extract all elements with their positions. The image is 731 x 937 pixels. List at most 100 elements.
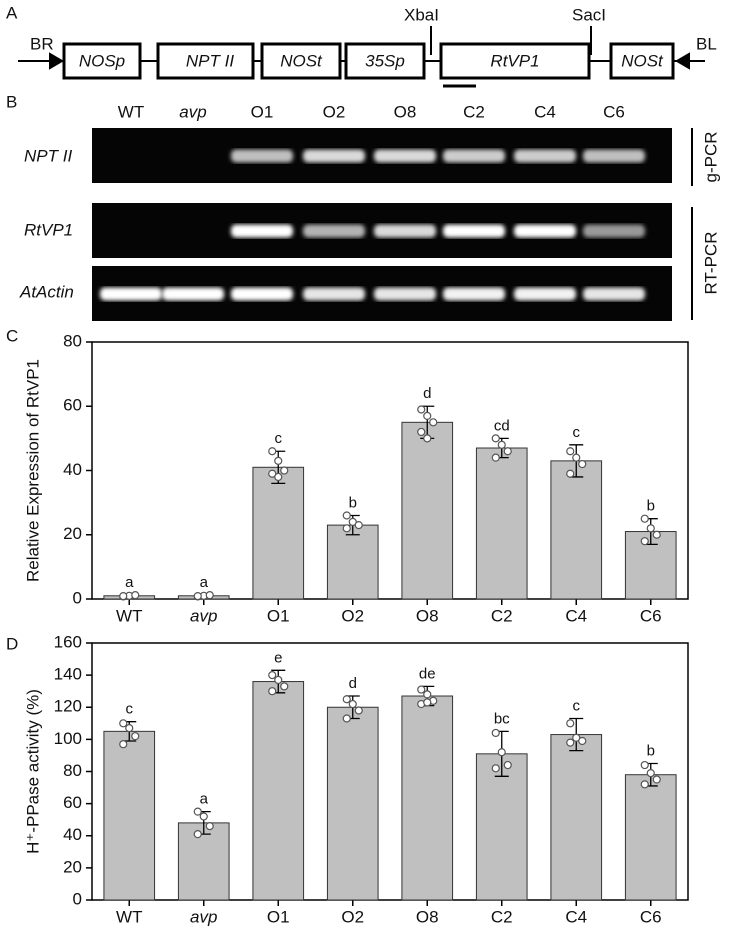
data-point bbox=[423, 411, 432, 420]
significance-letter: b bbox=[647, 498, 655, 515]
y-tick-label: 20 bbox=[63, 524, 82, 543]
data-point bbox=[423, 690, 432, 699]
data-point bbox=[342, 714, 351, 723]
data-point bbox=[193, 592, 202, 601]
x-tick-label: O1 bbox=[267, 606, 290, 625]
x-tick-label: O1 bbox=[267, 907, 290, 926]
element-box bbox=[609, 42, 675, 80]
data-point bbox=[578, 736, 587, 746]
gel-band bbox=[100, 287, 162, 301]
gel-band bbox=[231, 224, 293, 238]
element-label: 35Sp bbox=[365, 51, 405, 70]
data-point bbox=[205, 822, 214, 831]
data-point bbox=[491, 453, 500, 462]
bar bbox=[103, 730, 156, 901]
significance-letter: b bbox=[647, 742, 655, 759]
data-point bbox=[503, 760, 512, 770]
panel-label: D bbox=[6, 634, 18, 653]
gel-band bbox=[303, 224, 365, 238]
data-point bbox=[417, 405, 426, 414]
bar bbox=[177, 822, 230, 901]
data-point bbox=[417, 427, 426, 437]
data-point bbox=[652, 530, 661, 539]
panel-label: C bbox=[6, 326, 18, 345]
gel-band bbox=[443, 224, 505, 238]
data-point bbox=[131, 732, 140, 741]
site-label: XbaI bbox=[404, 5, 439, 24]
gel-band bbox=[374, 224, 436, 238]
significance-letter: c bbox=[573, 424, 581, 441]
x-tick-label: avp bbox=[190, 907, 217, 926]
gel-band bbox=[374, 149, 436, 163]
element-label: NOSt bbox=[621, 51, 664, 70]
data-point bbox=[491, 728, 500, 738]
data-point bbox=[429, 418, 438, 427]
gel-row-label: NPT II bbox=[24, 146, 72, 165]
gel-band bbox=[514, 224, 576, 238]
y-axis-label: Relative Expression of RtVP1 bbox=[23, 359, 42, 582]
y-tick-label: 80 bbox=[63, 331, 82, 350]
element-label: NPT II bbox=[186, 51, 234, 70]
data-point bbox=[268, 671, 277, 680]
significance-letter: d bbox=[349, 675, 357, 692]
data-point bbox=[497, 440, 506, 449]
gel-band bbox=[583, 149, 645, 163]
gel-row-label: RtVP1 bbox=[24, 220, 73, 239]
data-point bbox=[119, 719, 128, 728]
panel-label: B bbox=[6, 92, 17, 111]
element-box bbox=[260, 42, 342, 80]
gel-band bbox=[374, 287, 436, 301]
gel-band bbox=[514, 287, 576, 301]
lane-label: C6 bbox=[603, 102, 625, 121]
data-point bbox=[497, 748, 506, 757]
gel-row-label: AtActin bbox=[19, 282, 74, 301]
data-point bbox=[566, 738, 575, 747]
gel-band bbox=[303, 287, 365, 301]
element-label: NOSt bbox=[280, 51, 323, 70]
significance-letter: de bbox=[419, 665, 436, 682]
data-point bbox=[119, 592, 128, 601]
y-tick-label: 40 bbox=[63, 825, 82, 844]
y-tick-label: 0 bbox=[73, 588, 82, 607]
arrow bbox=[675, 52, 705, 70]
lane-label: O1 bbox=[251, 102, 274, 121]
bar bbox=[550, 734, 603, 901]
element-label: NOSp bbox=[79, 51, 125, 70]
bar bbox=[401, 421, 454, 600]
element-box bbox=[62, 42, 142, 80]
y-axis-label: H⁺-PPase activity (%) bbox=[23, 689, 42, 854]
bar bbox=[401, 695, 454, 901]
lane-label: WT bbox=[118, 102, 144, 121]
x-tick-label: WT bbox=[116, 606, 142, 625]
gel-band bbox=[583, 287, 645, 301]
data-point bbox=[640, 514, 649, 523]
data-point bbox=[503, 447, 512, 456]
data-point bbox=[566, 719, 575, 728]
significance-letter: cd bbox=[494, 417, 510, 434]
data-point bbox=[342, 524, 351, 533]
y-tick-label: 60 bbox=[63, 396, 82, 415]
data-point bbox=[566, 447, 575, 456]
data-point bbox=[640, 780, 649, 789]
data-point bbox=[280, 466, 289, 475]
gel-band bbox=[443, 287, 505, 301]
x-tick-label: O8 bbox=[416, 907, 439, 926]
data-point bbox=[205, 591, 214, 600]
data-point bbox=[268, 687, 277, 696]
x-tick-label: WT bbox=[116, 907, 142, 926]
data-point bbox=[640, 537, 649, 546]
data-point bbox=[417, 685, 426, 694]
bar bbox=[550, 460, 603, 600]
x-tick-label: O2 bbox=[341, 907, 364, 926]
data-point bbox=[280, 682, 289, 691]
border-label: BL bbox=[696, 34, 717, 53]
y-tick-label: 40 bbox=[63, 460, 82, 479]
significance-letter: d bbox=[423, 385, 431, 402]
gel-band bbox=[231, 287, 293, 301]
y-tick-label: 120 bbox=[54, 697, 82, 716]
significance-letter: a bbox=[125, 574, 134, 591]
gel-band bbox=[443, 149, 505, 163]
bar bbox=[326, 706, 379, 901]
x-tick-label: O2 bbox=[341, 606, 364, 625]
element-box bbox=[439, 42, 591, 80]
